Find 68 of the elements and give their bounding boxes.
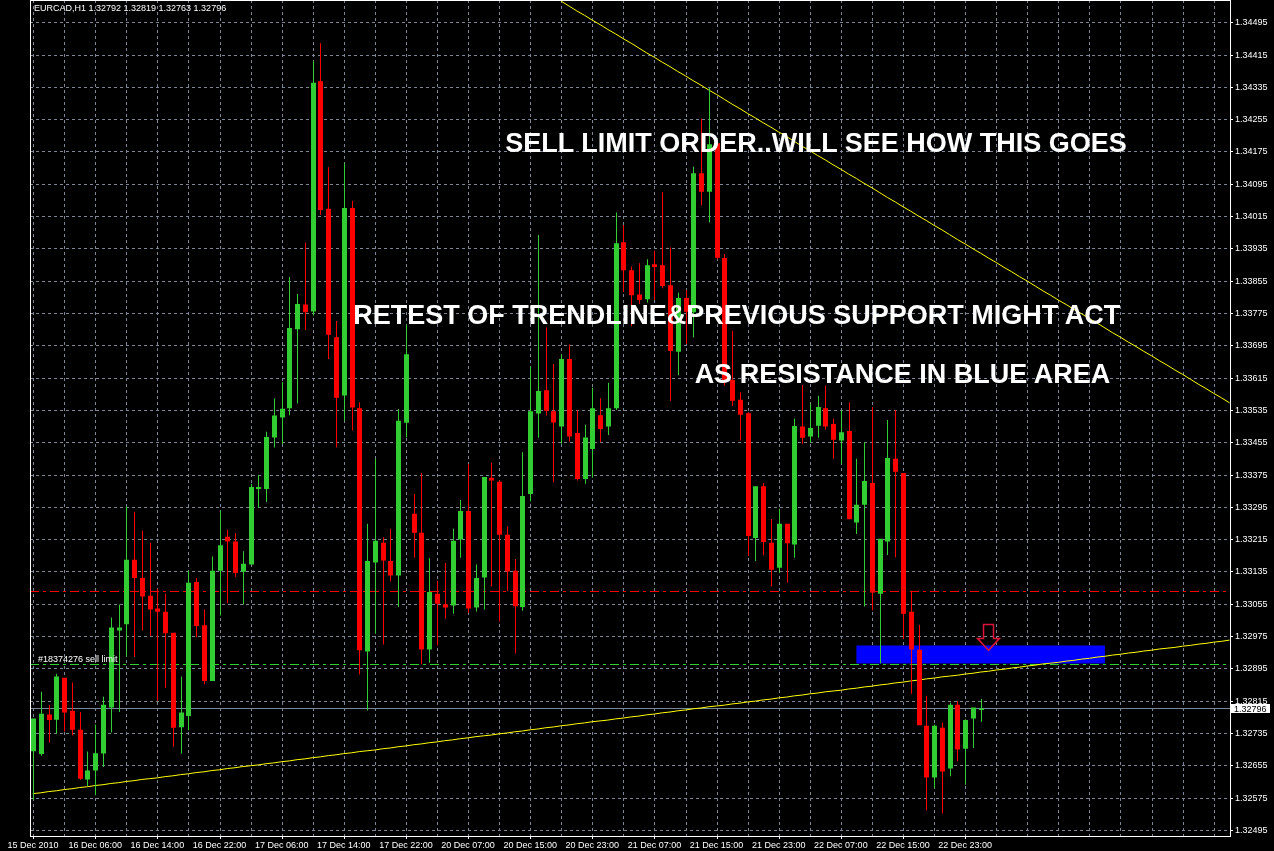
candlestick xyxy=(979,699,984,722)
y-tick-label: 1.33695 xyxy=(1235,340,1268,351)
candlestick xyxy=(241,551,246,605)
candlestick xyxy=(800,384,805,444)
x-tick-label: 15 Dec 2010 xyxy=(7,840,59,850)
candlestick xyxy=(179,676,184,754)
candlestick xyxy=(854,458,859,534)
candlestick xyxy=(388,528,393,582)
candlestick xyxy=(652,250,657,301)
x-tick-label: 21 Dec 15:00 xyxy=(689,840,744,850)
candlestick xyxy=(637,263,642,304)
candlestick xyxy=(373,458,378,634)
candlestick xyxy=(280,382,285,445)
x-tick-label: 22 Dec 23:00 xyxy=(938,840,992,850)
x-tick-label: 20 Dec 23:00 xyxy=(565,840,620,850)
y-tick-label: 1.32655 xyxy=(1235,760,1268,771)
x-tick-label: 22 Dec 07:00 xyxy=(814,840,868,850)
candlestick xyxy=(551,363,556,483)
y-tick-label: 1.32495 xyxy=(1235,824,1268,835)
candlestick xyxy=(893,409,898,558)
y-tick-label: 1.32735 xyxy=(1235,728,1268,739)
candlestick xyxy=(93,724,98,796)
x-tick-label: 17 Dec 06:00 xyxy=(254,840,309,850)
y-tick-label: 1.33775 xyxy=(1235,308,1268,318)
x-tick-label: 17 Dec 22:00 xyxy=(379,840,433,850)
x-tick-label: 16 Dec 22:00 xyxy=(192,840,247,850)
y-tick-label: 1.34175 xyxy=(1235,146,1268,157)
y-tick-label: 1.33935 xyxy=(1235,243,1268,254)
chart-title: EURCAD,H1 1.32792 1.32819 1.32763 1.32796 xyxy=(34,3,227,13)
candlestick xyxy=(660,192,665,289)
y-tick-label: 1.33375 xyxy=(1235,469,1268,480)
candlestick xyxy=(489,462,494,587)
candlestick xyxy=(218,510,223,616)
x-tick-label: 22 Dec 15:00 xyxy=(876,840,930,850)
y-tick-label: 1.32975 xyxy=(1235,631,1268,642)
y-tick-label: 1.34095 xyxy=(1235,178,1268,189)
candlestick xyxy=(256,474,261,509)
x-tick-label: 17 Dec 14:00 xyxy=(317,840,371,850)
x-tick-label: 20 Dec 15:00 xyxy=(503,840,557,850)
y-tick-label: 1.33215 xyxy=(1235,534,1268,545)
y-tick-label: 1.33615 xyxy=(1235,372,1268,383)
candlestick xyxy=(544,327,549,416)
y-tick-label: 1.34015 xyxy=(1235,211,1268,222)
x-tick-label: 16 Dec 06:00 xyxy=(68,840,123,850)
y-tick-label: 1.33455 xyxy=(1235,437,1268,448)
candlestick xyxy=(862,442,867,607)
candlestick xyxy=(808,403,813,444)
candlestick xyxy=(47,704,52,743)
line-series xyxy=(32,639,1230,795)
x-tick-label: 21 Dec 07:00 xyxy=(627,840,682,850)
y-tick-label: 1.33535 xyxy=(1235,404,1268,415)
y-tick-label: 1.32815 xyxy=(1235,695,1268,706)
y-tick-label: 1.32575 xyxy=(1235,792,1268,803)
candlestick xyxy=(303,242,308,330)
y-tick-label: 1.33055 xyxy=(1235,598,1268,609)
y-tick-label: 1.34335 xyxy=(1235,81,1268,92)
x-tick-label: 20 Dec 07:00 xyxy=(441,840,495,850)
y-tick-label: 1.32895 xyxy=(1235,663,1268,674)
y-tick-label: 1.34415 xyxy=(1235,49,1268,60)
x-tick-label: 16 Dec 14:00 xyxy=(130,840,185,850)
y-tick-label: 1.34495 xyxy=(1235,17,1268,28)
y-tick-label: 1.33295 xyxy=(1235,501,1268,512)
ref-line-label: 1.32796 xyxy=(1234,703,1267,714)
y-tick-label: 1.33855 xyxy=(1235,275,1268,286)
x-tick-label: 21 Dec 23:00 xyxy=(751,840,806,850)
candlestick xyxy=(839,409,844,465)
y-tick-label: 1.34255 xyxy=(1235,114,1268,125)
y-tick-label: 1.33135 xyxy=(1235,566,1268,577)
